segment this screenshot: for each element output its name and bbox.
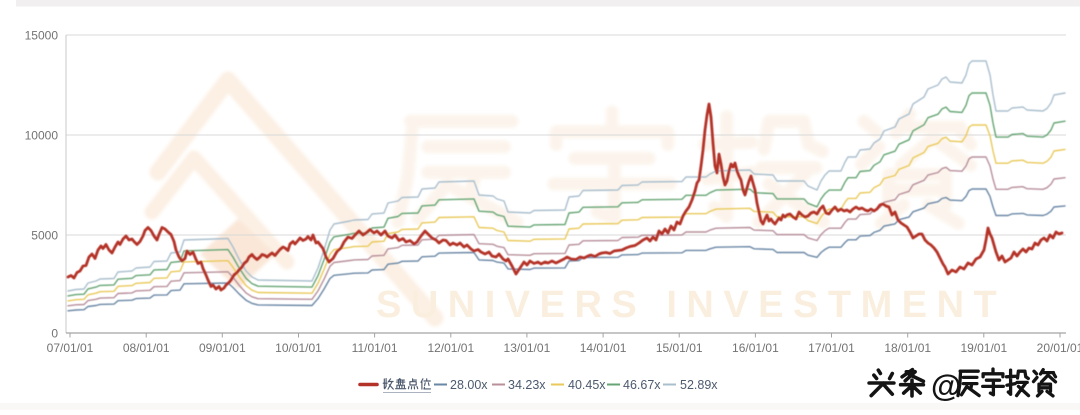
svg-text:14/01/01: 14/01/01 bbox=[580, 341, 627, 355]
svg-text:SUNIVERS INVESTMENT: SUNIVERS INVESTMENT bbox=[376, 284, 1006, 326]
svg-text:34.23x: 34.23x bbox=[508, 378, 546, 392]
svg-text:09/01/01: 09/01/01 bbox=[199, 341, 246, 355]
svg-text:17/01/01: 17/01/01 bbox=[808, 341, 855, 355]
svg-text:15000: 15000 bbox=[25, 29, 59, 43]
svg-text:07/01/01: 07/01/01 bbox=[47, 341, 94, 355]
svg-text:18/01/01: 18/01/01 bbox=[884, 341, 931, 355]
svg-text:46.67x: 46.67x bbox=[623, 378, 661, 392]
svg-text:5000: 5000 bbox=[31, 229, 58, 243]
svg-text:10/01/01: 10/01/01 bbox=[275, 341, 322, 355]
svg-text:16/01/01: 16/01/01 bbox=[732, 341, 779, 355]
svg-text:15/01/01: 15/01/01 bbox=[656, 341, 703, 355]
svg-text:@: @ bbox=[931, 368, 961, 403]
svg-text:12/01/01: 12/01/01 bbox=[427, 341, 474, 355]
svg-text:19/01/01: 19/01/01 bbox=[960, 341, 1007, 355]
svg-text:11/01/01: 11/01/01 bbox=[352, 341, 398, 355]
svg-text:0: 0 bbox=[51, 327, 58, 341]
svg-text:28.00x: 28.00x bbox=[450, 378, 488, 392]
svg-text:20/01/01: 20/01/01 bbox=[1037, 341, 1080, 355]
svg-text:13/01/01: 13/01/01 bbox=[504, 341, 551, 355]
svg-text:52.89x: 52.89x bbox=[680, 378, 718, 392]
svg-text:40.45x: 40.45x bbox=[568, 378, 606, 392]
svg-text:08/01/01: 08/01/01 bbox=[123, 341, 170, 355]
svg-text:10000: 10000 bbox=[25, 129, 59, 143]
